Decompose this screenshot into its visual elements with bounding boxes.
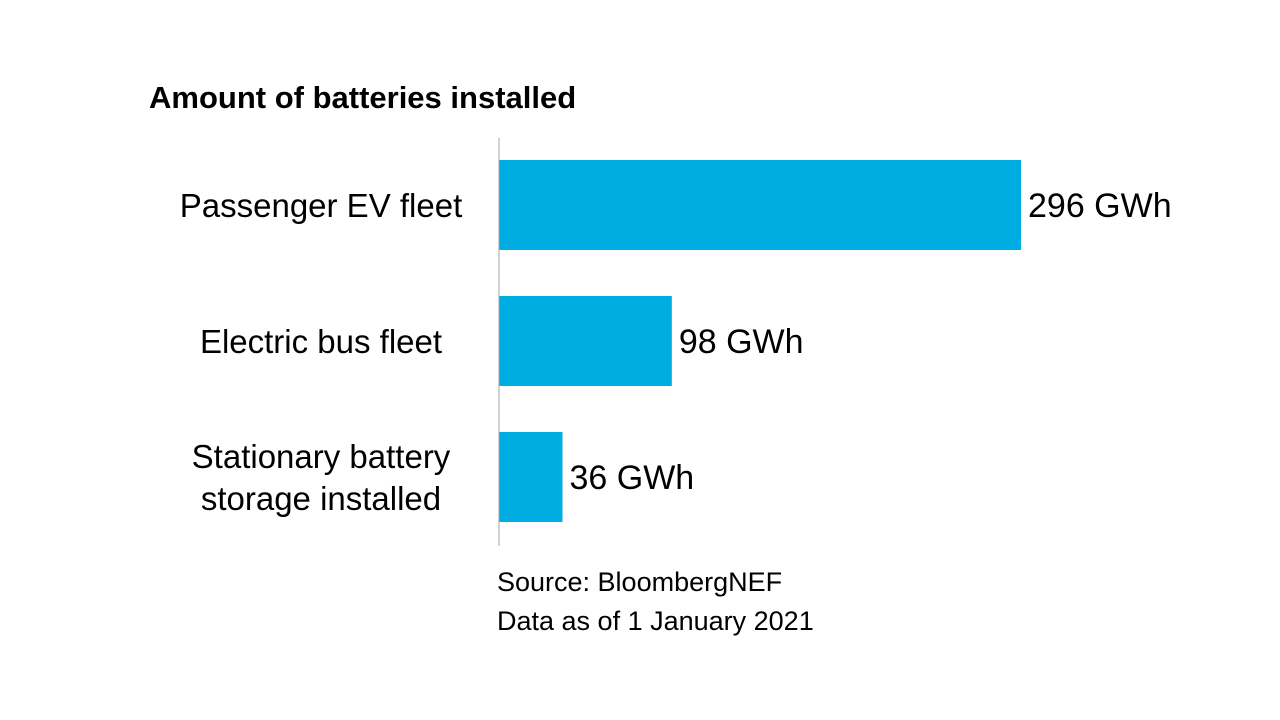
bars	[499, 160, 1021, 522]
category-label-3: Stationary battery storage installed	[192, 438, 451, 517]
value-label-3: 36 GWh	[569, 459, 694, 497]
chart-title: Amount of batteries installed	[149, 80, 577, 115]
value-label-2: 98 GWh	[679, 323, 804, 361]
value-labels: 296 GWh 98 GWh 36 GWh	[569, 187, 1171, 497]
category-labels: Passenger EV fleet Electric bus fleet Stat…	[180, 187, 463, 517]
bar-2	[499, 296, 672, 386]
category-label-line: storage installed	[201, 480, 441, 517]
category-label-line: Passenger EV fleet	[180, 187, 463, 224]
value-label-1: 296 GWh	[1028, 187, 1172, 225]
category-label-2: Electric bus fleet	[200, 323, 442, 360]
data-date-note: Data as of 1 January 2021	[497, 606, 814, 636]
category-label-line: Stationary battery	[192, 438, 451, 475]
category-label-1: Passenger EV fleet	[180, 187, 463, 224]
bar-3	[499, 432, 563, 522]
source-note: Source: BloombergNEF	[497, 567, 783, 597]
category-label-line: Electric bus fleet	[200, 323, 442, 360]
bar-1	[499, 160, 1021, 250]
